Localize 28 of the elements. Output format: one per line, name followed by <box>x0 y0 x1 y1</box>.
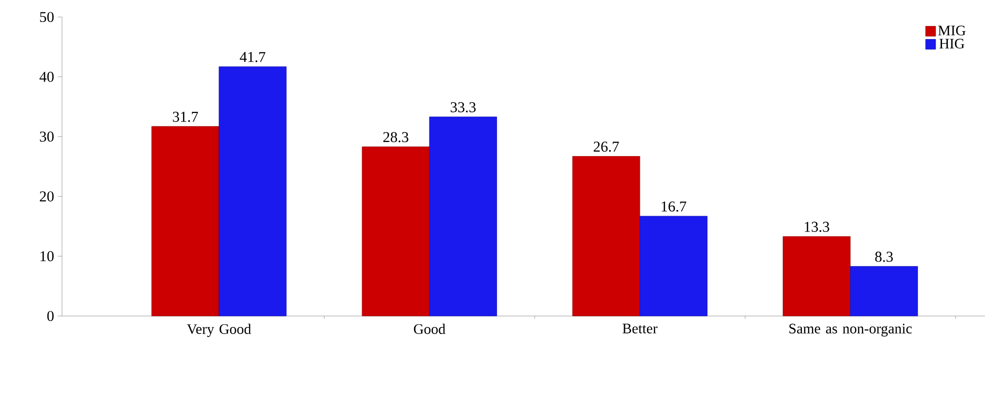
data-label: 13.3 <box>804 222 830 232</box>
bar <box>151 126 220 316</box>
data-label: 26.7 <box>594 142 619 152</box>
y-tick-label: 10 <box>40 251 54 262</box>
bar <box>429 116 497 316</box>
bar <box>218 66 287 316</box>
x-tick-label: Same as non-organic <box>789 324 912 336</box>
y-tick-label: 50 <box>40 12 54 22</box>
bar <box>850 266 918 316</box>
bar <box>362 146 430 316</box>
legend-label: MIG <box>938 26 966 36</box>
y-tick-label: 0 <box>47 310 54 322</box>
bar <box>640 216 708 316</box>
data-label: 8.3 <box>875 252 893 262</box>
bar <box>572 156 640 316</box>
x-tick-label: Good <box>414 324 446 334</box>
data-label: 16.7 <box>662 201 686 212</box>
data-label: 41.7 <box>240 52 266 62</box>
data-label: 33.3 <box>450 102 476 112</box>
x-tick-label: Better <box>622 324 658 334</box>
data-label: 31.7 <box>172 112 198 122</box>
y-tick-label: 20 <box>40 191 54 202</box>
x-tick-label: Very Good <box>186 324 252 337</box>
y-tick-label: 40 <box>40 72 54 82</box>
bar <box>782 236 851 316</box>
legend-label: HIG <box>939 38 964 48</box>
data-label: 28.3 <box>383 132 408 142</box>
y-tick-label: 30 <box>40 132 54 142</box>
